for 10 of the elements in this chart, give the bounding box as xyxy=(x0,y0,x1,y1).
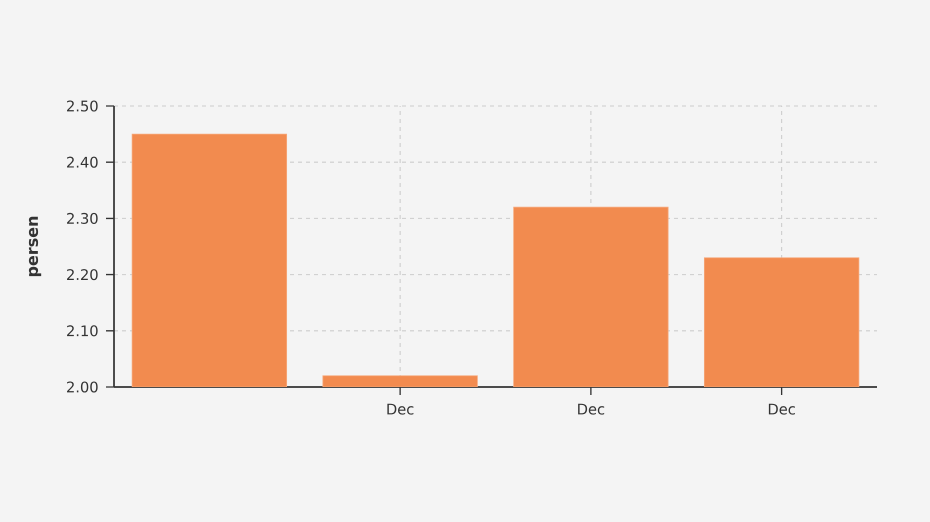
x-tick-label: Dec xyxy=(578,404,604,415)
y-tick-label: 2.30 xyxy=(67,212,98,224)
y-tick-label: 2.00 xyxy=(67,381,98,393)
y-tick-label: 2.40 xyxy=(67,156,98,168)
y-tick-label: 2.20 xyxy=(67,269,98,280)
x-tick-label: Dec xyxy=(768,404,795,415)
y-tick-label: 2.50 xyxy=(67,100,98,112)
y-axis-title: persen xyxy=(28,216,42,276)
y-tick-label: 2.10 xyxy=(67,325,98,336)
x-tick-label: Dec xyxy=(387,404,414,415)
